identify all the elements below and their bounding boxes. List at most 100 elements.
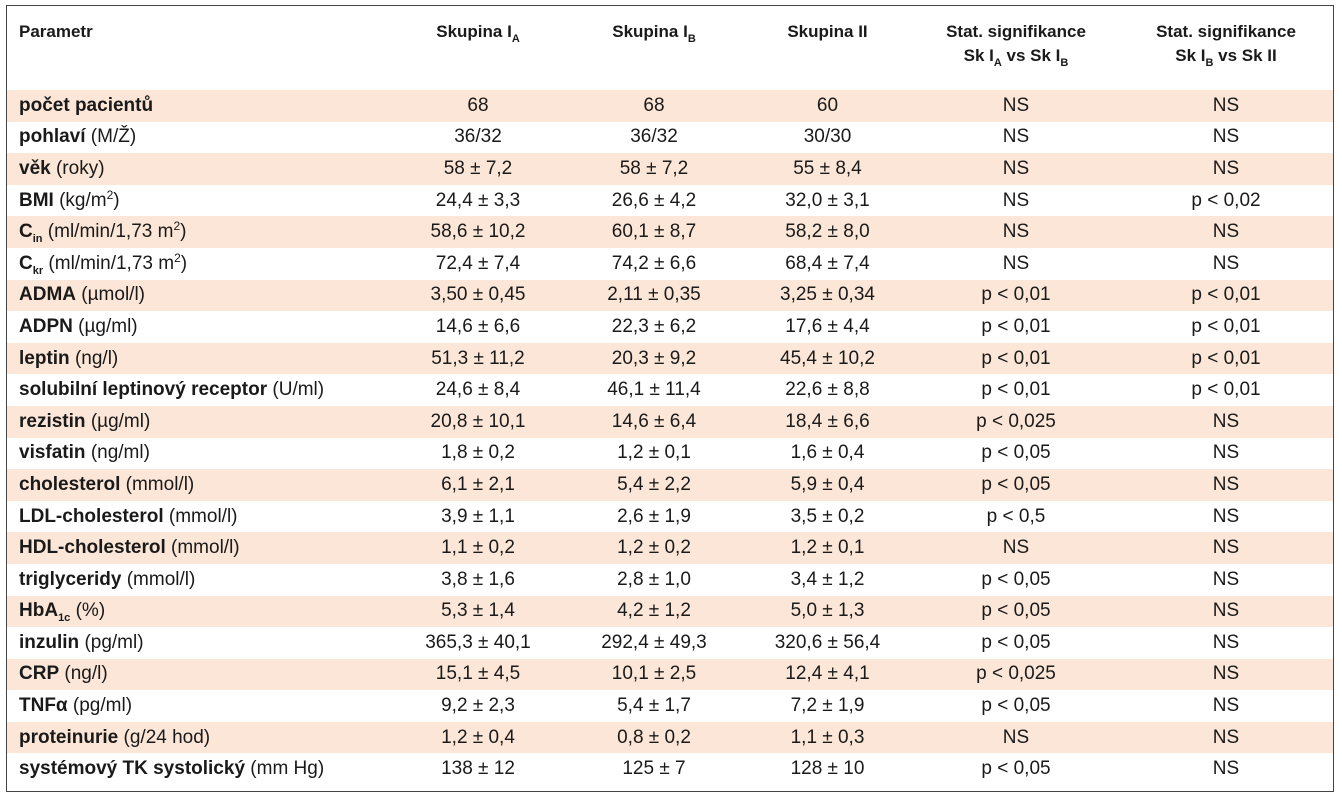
group-ii-cell: 7,2 ± 1,9 [742,690,913,722]
sig-ia-vs-ib-cell: p < 0,05 [913,690,1119,722]
sig-ib-vs-ii-cell: p < 0,01 [1119,342,1333,375]
sig-ia-vs-ib-cell: p < 0,05 [913,753,1119,786]
sig-ib-vs-ii-cell: p < 0,02 [1119,184,1333,217]
group-ii-cell: 1,6 ± 0,4 [742,437,913,470]
parameter-unit: (ng/l) [74,347,119,369]
group-ii-cell: 1,2 ± 0,1 [742,532,913,564]
parameter-name: cholesterol [19,473,121,495]
table-row: Cin (ml/min/1,73 m2) 58,6 ± 10,2 60,1 ± 8,… [7,216,1333,248]
group-ii-cell: 18,4 ± 6,6 [742,405,913,438]
group-ib-cell: 10,1 ± 2,5 [566,658,742,691]
parameter-cell: Ckr (ml/min/1,73 m2) [7,247,390,280]
parameter-unit: (µg/ml) [78,315,138,337]
group-ii-cell: 320,6 ± 56,4 [742,627,913,659]
group-ii-cell: 3,4 ± 1,2 [742,563,913,596]
parameter-unit: (µmol/l) [81,284,145,306]
group-ii-cell: 1,1 ± 0,3 [742,721,913,754]
group-ii-cell: 30/30 [742,121,913,154]
parameter-cell: BMI (kg/m2) [7,184,390,217]
table-row: CRP (ng/l) 15,1 ± 4,5 10,1 ± 2,5 12,4 ± 4,1… [7,658,1333,691]
parameter-name: ADMA [19,284,76,306]
sig-ib-vs-ii-cell: NS [1119,90,1333,122]
parameter-name: visfatin [19,442,86,464]
group-ia-cell: 68 [390,90,566,122]
group-ib-cell: 5,4 ± 2,2 [566,469,742,501]
group-ii-cell: 5,9 ± 0,4 [742,469,913,501]
group-ii-cell: 17,6 ± 4,4 [742,311,913,343]
group-ib-cell: 2,8 ± 1,0 [566,563,742,596]
parameter-unit: (mm Hg) [250,758,325,780]
parameter-unit: (mmol/l) [125,473,195,495]
parameter-name: věk [19,157,51,179]
parameter-cell: triglyceridy (mmol/l) [7,563,390,596]
parameter-unit: (g/24 hod) [123,726,211,748]
sig-ia-vs-ib-cell: p < 0,01 [913,311,1119,343]
header-group-ii: Skupina II [787,22,868,41]
sig-ia-vs-ib-cell: p < 0,05 [913,563,1119,596]
parameter-unit: (mmol/l) [171,537,240,559]
group-ib-cell: 1,2 ± 0,1 [566,437,742,470]
parameter-cell: CRP (ng/l) [7,658,390,691]
group-ia-cell: 14,6 ± 6,6 [390,311,566,343]
parameter-cell: počet pacientů [7,90,390,122]
group-ia-cell: 9,2 ± 2,3 [390,690,566,722]
parameter-name-subscript: 1c [58,612,71,625]
group-ib-cell: 2,11 ± 0,35 [566,279,742,312]
parameter-cell: HDL-cholesterol (mmol/l) [7,532,390,564]
sig-ia-vs-ib-cell: p < 0,05 [913,437,1119,470]
sig-ib-vs-ii-cell: NS [1119,405,1333,438]
parameter-name: počet pacientů [19,94,154,116]
sig-ia-vs-ib-cell: NS [913,121,1119,154]
parameter-cell: ADMA (µmol/l) [7,279,390,312]
group-ii-cell: 22,6 ± 8,8 [742,374,913,406]
group-ia-cell: 72,4 ± 7,4 [390,247,566,280]
parameter-unit: (pg/ml) [72,695,133,717]
parameter-name: pohlaví [19,126,86,148]
data-table: Parametr Skupina IA Skupina IB Skupina I… [7,6,1333,786]
table-row: inzulin (pg/ml) 365,3 ± 40,1 292,4 ± 49,3 3… [7,627,1333,659]
group-ib-cell: 2,6 ± 1,9 [566,500,742,533]
parameter-cell: solubilní leptinový receptor (U/ml) [7,374,390,406]
sig-ia-vs-ib-cell: p < 0,025 [913,658,1119,691]
sig-ia-vs-ib-cell: p < 0,01 [913,374,1119,406]
table-row: ADPN (µg/ml) 14,6 ± 6,6 22,3 ± 6,2 17,6 ± 4… [7,311,1333,343]
group-ib-cell: 60,1 ± 8,7 [566,216,742,248]
group-ii-cell: 128 ± 10 [742,753,913,786]
sig-ib-vs-ii-cell: NS [1119,216,1333,248]
table-row: LDL-cholesterol (mmol/l) 3,9 ± 1,1 2,6 ± 1… [7,500,1333,533]
parameter-unit: (µg/ml) [90,410,151,432]
group-ib-cell: 14,6 ± 6,4 [566,405,742,438]
parameter-cell: visfatin (ng/ml) [7,437,390,470]
table-row: systémový TK systolický (mm Hg) 138 ± 12 1… [7,753,1333,786]
group-ii-cell: 58,2 ± 8,0 [742,216,913,248]
table-row: HDL-cholesterol (mmol/l) 1,1 ± 0,2 1,2 ± 0… [7,532,1333,564]
group-ia-cell: 1,2 ± 0,4 [390,721,566,754]
group-ib-cell: 22,3 ± 6,2 [566,311,742,343]
parameter-cell: Cin (ml/min/1,73 m2) [7,216,390,248]
parameter-unit-superscript: 2 [174,250,181,265]
parameter-name: HDL-cholesterol [19,537,166,559]
group-ia-cell: 138 ± 12 [390,753,566,786]
group-ii-cell: 60 [742,90,913,122]
group-ia-cell: 365,3 ± 40,1 [390,627,566,659]
group-ib-cell: 1,2 ± 0,2 [566,532,742,564]
table-row: počet pacientů 68 68 60 NS NS [7,90,1333,122]
parameter-unit: (mmol/l) [126,568,196,590]
sig-ia-vs-ib-cell: NS [913,247,1119,280]
parameter-name: C [19,221,33,243]
sig-ia-vs-ib-cell: NS [913,532,1119,564]
header-sig-ia-vs-ib: Stat. signifikance Sk IA vs Sk IB [946,22,1086,69]
group-ii-cell: 45,4 ± 10,2 [742,342,913,375]
sig-ia-vs-ib-cell: p < 0,05 [913,595,1119,628]
sig-ia-vs-ib-cell: p < 0,5 [913,500,1119,533]
table-row: rezistin (µg/ml) 20,8 ± 10,1 14,6 ± 6,4 18,… [7,405,1333,438]
sig-ib-vs-ii-cell: NS [1119,153,1333,185]
table-row: cholesterol (mmol/l) 6,1 ± 2,1 5,4 ± 2,2 5,… [7,469,1333,501]
parameter-name-subscript: in [32,233,43,246]
group-ia-cell: 58,6 ± 10,2 [390,216,566,248]
table-row: pohlaví (M/Ž) 36/32 36/32 30/30 NS NS [7,121,1333,154]
group-ia-cell: 24,4 ± 3,3 [390,184,566,217]
sig-ib-vs-ii-cell: NS [1119,121,1333,154]
group-ia-cell: 20,8 ± 10,1 [390,405,566,438]
sig-ia-vs-ib-cell: p < 0,025 [913,405,1119,438]
